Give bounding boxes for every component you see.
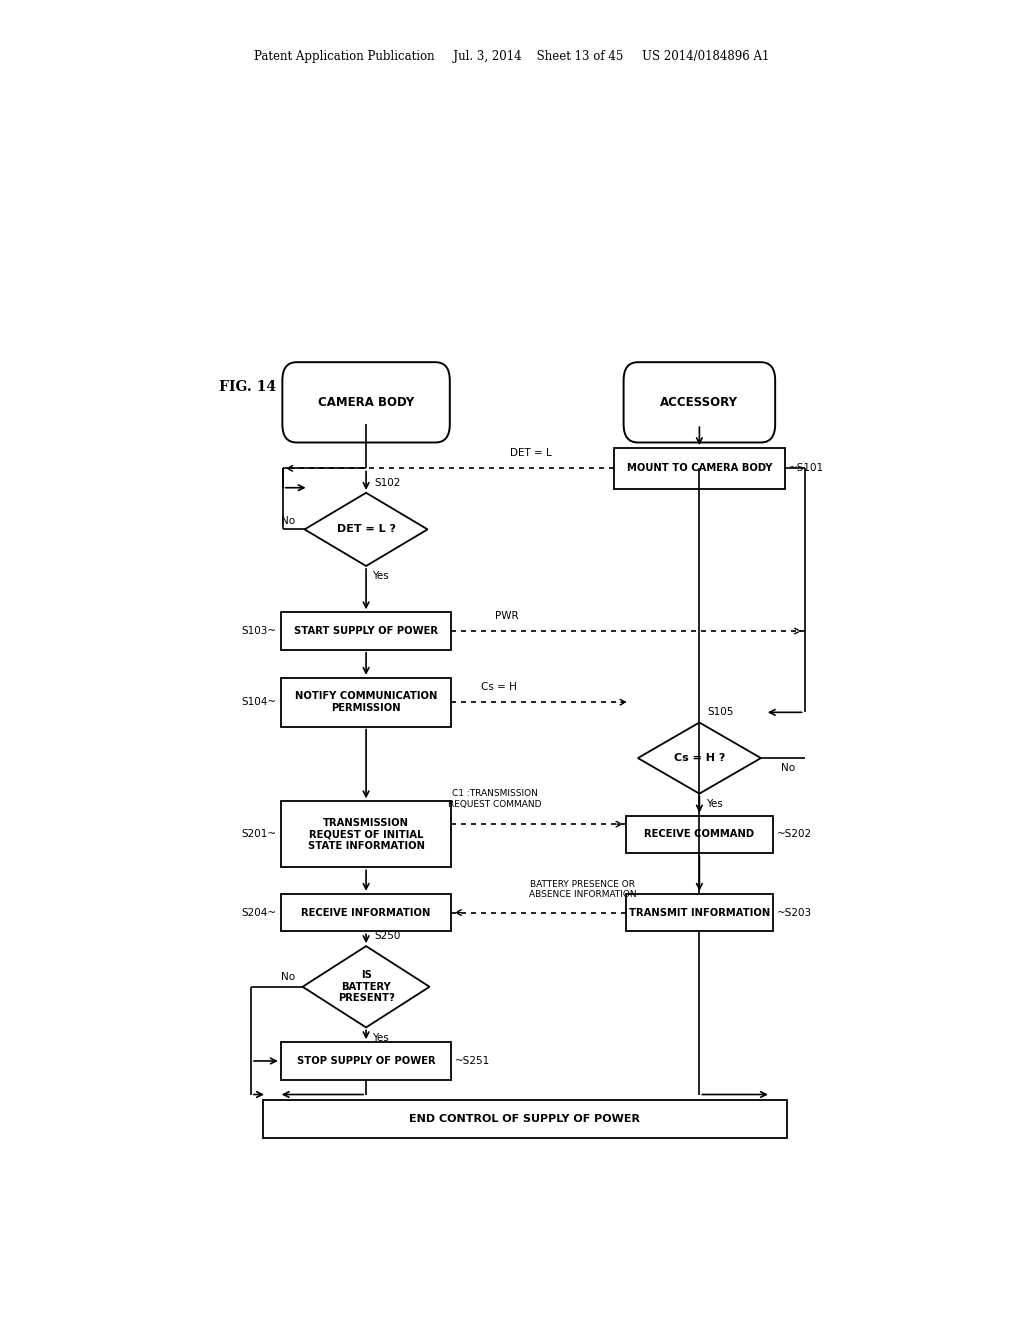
Text: CAMERA BODY: CAMERA BODY — [318, 396, 414, 409]
Bar — [281, 894, 452, 932]
Text: RECEIVE INFORMATION: RECEIVE INFORMATION — [301, 908, 431, 917]
Text: Patent Application Publication     Jul. 3, 2014    Sheet 13 of 45     US 2014/01: Patent Application Publication Jul. 3, 2… — [254, 50, 770, 63]
Bar — [281, 801, 452, 867]
Text: No: No — [281, 972, 295, 982]
Bar — [626, 816, 773, 853]
Text: ~S203: ~S203 — [777, 908, 812, 917]
Text: No: No — [281, 516, 295, 527]
Text: BATTERY PRESENCE OR
ABSENCE INFORMATION: BATTERY PRESENCE OR ABSENCE INFORMATION — [528, 880, 636, 899]
Text: Yes: Yes — [706, 799, 723, 809]
Bar — [263, 1100, 786, 1138]
Text: END CONTROL OF SUPPLY OF POWER: END CONTROL OF SUPPLY OF POWER — [410, 1114, 640, 1123]
Text: S104~: S104~ — [242, 697, 276, 708]
Bar — [626, 894, 773, 932]
Text: RECEIVE COMMAND: RECEIVE COMMAND — [644, 829, 755, 840]
Text: S102: S102 — [374, 478, 400, 487]
Text: Cs = H: Cs = H — [481, 682, 517, 692]
Text: C1 :TRANSMISSION
REQUEST COMMAND: C1 :TRANSMISSION REQUEST COMMAND — [449, 789, 542, 809]
FancyBboxPatch shape — [283, 362, 450, 442]
Text: Yes: Yes — [373, 572, 389, 581]
Text: ~S202: ~S202 — [777, 829, 812, 840]
Text: ~S251: ~S251 — [456, 1056, 490, 1067]
Bar — [281, 612, 452, 649]
Bar — [281, 1043, 452, 1080]
Bar — [614, 447, 784, 488]
Text: STOP SUPPLY OF POWER: STOP SUPPLY OF POWER — [297, 1056, 435, 1067]
Text: IS
BATTERY
PRESENT?: IS BATTERY PRESENT? — [338, 970, 394, 1003]
Text: S250: S250 — [374, 931, 400, 941]
Text: S204~: S204~ — [242, 908, 276, 917]
Text: TRANSMISSION
REQUEST OF INITIAL
STATE INFORMATION: TRANSMISSION REQUEST OF INITIAL STATE IN… — [307, 817, 425, 851]
Text: ACCESSORY: ACCESSORY — [660, 396, 738, 409]
Text: Cs = H ?: Cs = H ? — [674, 754, 725, 763]
Polygon shape — [638, 722, 761, 793]
Text: TRANSMIT INFORMATION: TRANSMIT INFORMATION — [629, 908, 770, 917]
Text: S105: S105 — [708, 708, 734, 718]
Text: DET = L: DET = L — [510, 449, 552, 458]
Text: S103~: S103~ — [242, 626, 276, 636]
Text: PWR: PWR — [496, 611, 519, 620]
Text: DET = L ?: DET = L ? — [337, 524, 395, 535]
Text: FIG. 14: FIG. 14 — [219, 380, 276, 395]
FancyBboxPatch shape — [624, 362, 775, 442]
Text: S201~: S201~ — [242, 829, 276, 840]
Bar — [281, 677, 452, 726]
Text: ~S101: ~S101 — [788, 463, 823, 474]
Text: NOTIFY COMMUNICATION
PERMISSION: NOTIFY COMMUNICATION PERMISSION — [295, 692, 437, 713]
Text: Yes: Yes — [373, 1032, 389, 1043]
Text: No: No — [780, 763, 795, 774]
Text: MOUNT TO CAMERA BODY: MOUNT TO CAMERA BODY — [627, 463, 772, 474]
Polygon shape — [304, 492, 428, 566]
Text: START SUPPLY OF POWER: START SUPPLY OF POWER — [294, 626, 438, 636]
Polygon shape — [303, 946, 430, 1027]
